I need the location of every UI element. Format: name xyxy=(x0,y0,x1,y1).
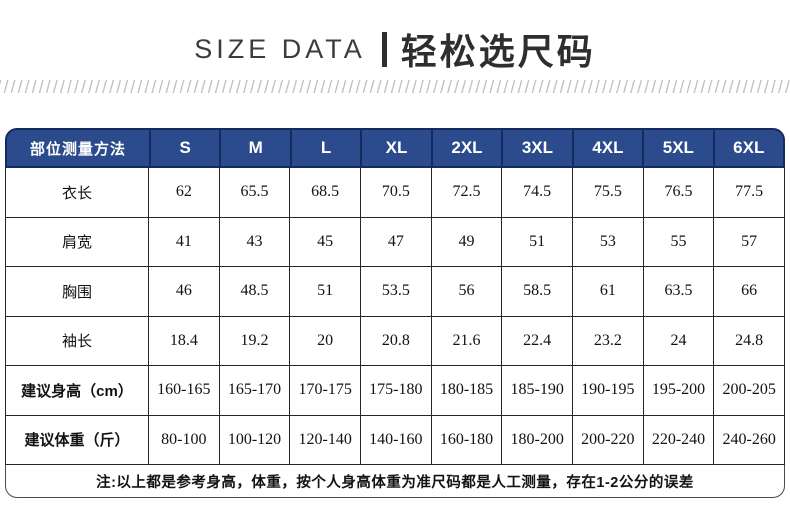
table-cell: 22.4 xyxy=(501,316,572,366)
table-cell: 200-205 xyxy=(713,366,784,416)
table-cell: 76.5 xyxy=(642,168,714,218)
header-size-xl: XL xyxy=(360,130,430,166)
row-label: 肩宽 xyxy=(6,218,148,267)
table-cell: 20.8 xyxy=(359,316,431,366)
table-cell: 53.5 xyxy=(359,267,431,317)
table-cell: 47 xyxy=(359,217,431,267)
table-cell: 165-170 xyxy=(218,366,290,416)
table-cell: 70.5 xyxy=(359,168,431,218)
table-cell: 80-100 xyxy=(148,415,219,465)
table-footnote: 注:以上都是参考身高，体重，按个人身高体重为准尺码都是人工测量，存在1-2公分的… xyxy=(5,465,785,498)
table-cell: 48.5 xyxy=(218,267,290,317)
table-cell: 41 xyxy=(148,217,219,267)
table-cell: 190-195 xyxy=(571,366,643,416)
table-cell: 43 xyxy=(218,217,290,267)
table-cell: 100-120 xyxy=(218,415,290,465)
header-size-s: S xyxy=(149,130,219,166)
slash-divider-line xyxy=(0,80,790,93)
table-header-row: 部位测量方法 S M L XL 2XL 3XL 4XL 5XL 6XL xyxy=(5,128,785,168)
table-body: 衣长 62 65.5 68.5 70.5 72.5 74.5 75.5 76.5… xyxy=(5,168,785,465)
table-row-chest: 胸围 46 48.5 51 53.5 56 58.5 61 63.5 66 xyxy=(6,267,784,317)
header-size-2xl: 2XL xyxy=(430,130,501,166)
table-cell: 51 xyxy=(501,217,572,267)
table-cell: 120-140 xyxy=(289,415,360,465)
title-english: SIZE DATA xyxy=(194,33,366,64)
table-row-suggested-weight: 建议体重（斤） 80-100 100-120 120-140 140-160 1… xyxy=(6,415,784,465)
table-cell: 66 xyxy=(713,267,784,317)
title-chinese: 轻松选尺码 xyxy=(400,31,596,72)
table-cell: 185-190 xyxy=(501,366,572,416)
table-cell: 61 xyxy=(571,267,643,317)
table-cell: 58.5 xyxy=(501,267,572,317)
table-cell: 140-160 xyxy=(359,415,431,465)
row-label: 建议体重（斤） xyxy=(6,416,148,465)
table-cell: 220-240 xyxy=(642,415,714,465)
page-title: SIZE DATA 轻松选尺码 xyxy=(0,24,790,74)
table-cell: 20 xyxy=(289,316,360,366)
table-cell: 180-200 xyxy=(501,415,572,465)
table-cell: 200-220 xyxy=(571,415,643,465)
header-size-m: M xyxy=(219,130,289,166)
table-cell: 62 xyxy=(148,168,219,218)
table-cell: 175-180 xyxy=(359,366,431,416)
row-label: 袖长 xyxy=(6,317,148,366)
table-row-shoulder-width: 肩宽 41 43 45 47 49 51 53 55 57 xyxy=(6,217,784,267)
table-cell: 18.4 xyxy=(148,316,219,366)
table-cell: 46 xyxy=(148,267,219,317)
table-cell: 51 xyxy=(289,267,360,317)
table-cell: 23.2 xyxy=(571,316,643,366)
header-size-4xl: 4XL xyxy=(571,130,642,166)
table-row-suggested-height: 建议身高（cm） 160-165 165-170 170-175 175-180… xyxy=(6,366,784,416)
table-row-clothing-length: 衣长 62 65.5 68.5 70.5 72.5 74.5 75.5 76.5… xyxy=(6,168,784,218)
table-cell: 160-165 xyxy=(148,366,219,416)
table-cell: 160-180 xyxy=(430,415,502,465)
table-cell: 77.5 xyxy=(713,168,784,218)
table-cell: 19.2 xyxy=(218,316,290,366)
table-cell: 65.5 xyxy=(218,168,290,218)
table-cell: 74.5 xyxy=(501,168,572,218)
table-cell: 75.5 xyxy=(571,168,643,218)
table-cell: 240-260 xyxy=(713,415,784,465)
table-cell: 56 xyxy=(430,267,502,317)
row-label: 衣长 xyxy=(6,168,148,218)
header-measure-method: 部位测量方法 xyxy=(29,140,126,158)
table-cell: 195-200 xyxy=(642,366,714,416)
table-cell: 53 xyxy=(571,217,643,267)
row-label: 建议身高（cm） xyxy=(6,366,148,416)
header-size-l: L xyxy=(289,130,360,166)
table-cell: 170-175 xyxy=(289,366,360,416)
row-label: 胸围 xyxy=(6,267,148,317)
header-size-6xl: 6XL xyxy=(712,130,783,166)
table-cell: 68.5 xyxy=(289,168,360,218)
table-row-sleeve-length: 袖长 18.4 19.2 20 20.8 21.6 22.4 23.2 24 2… xyxy=(6,316,784,366)
size-table: 部位测量方法 S M L XL 2XL 3XL 4XL 5XL 6XL 衣长 6… xyxy=(5,128,785,498)
table-cell: 72.5 xyxy=(430,168,502,218)
table-cell: 24 xyxy=(642,316,714,366)
title-divider-bar xyxy=(381,31,387,67)
table-cell: 45 xyxy=(289,217,360,267)
table-cell: 24.8 xyxy=(713,316,784,366)
header-size-3xl: 3XL xyxy=(501,130,571,166)
table-cell: 180-185 xyxy=(430,366,502,416)
table-cell: 21.6 xyxy=(430,316,502,366)
table-cell: 63.5 xyxy=(642,267,714,317)
table-cell: 57 xyxy=(713,217,784,267)
header-size-5xl: 5XL xyxy=(642,130,712,166)
table-cell: 49 xyxy=(430,217,502,267)
table-cell: 55 xyxy=(642,217,714,267)
